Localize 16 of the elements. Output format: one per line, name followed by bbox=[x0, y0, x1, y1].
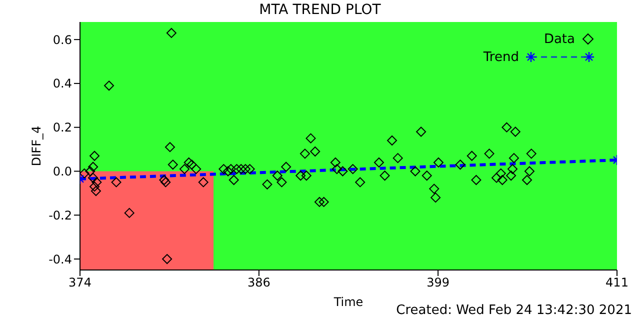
y-tick-label: 0.0 bbox=[52, 164, 72, 178]
x-tick-label: 399 bbox=[426, 276, 450, 290]
x-tick-label: 374 bbox=[68, 276, 92, 290]
y-axis-title: DIFF_4 bbox=[29, 126, 44, 166]
x-tick-label: 411 bbox=[606, 276, 628, 290]
x-axis-title: Time bbox=[332, 295, 364, 309]
chart-title: MTA TREND PLOT bbox=[258, 2, 382, 18]
x-tick-label: 386 bbox=[248, 276, 270, 290]
y-tick-label: -0.2 bbox=[48, 208, 72, 222]
y-tick-label: -0.4 bbox=[48, 252, 72, 266]
legend-label: Trend bbox=[483, 50, 519, 64]
y-tick-label: 0.6 bbox=[52, 32, 72, 47]
y-tick-label: 0.4 bbox=[52, 76, 72, 91]
legend-label: Data bbox=[544, 32, 575, 46]
text: Created: Wed Feb 24 13:42:30 2021 bbox=[396, 303, 632, 318]
y-tick-label: 0.2 bbox=[52, 120, 72, 135]
